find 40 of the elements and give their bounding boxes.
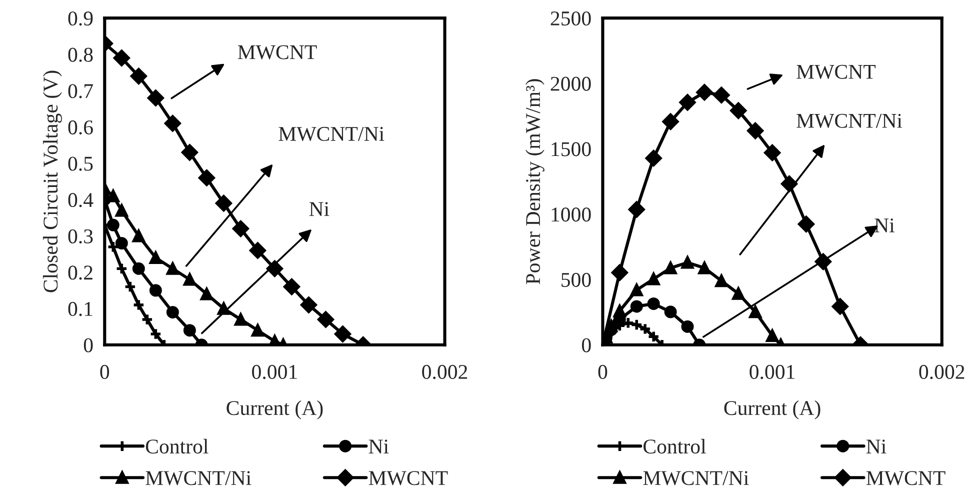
x-tick-label: 0: [598, 364, 608, 379]
x-tick-label: 0: [100, 364, 110, 379]
y-tick-label: 0.6: [68, 120, 93, 135]
legend-label: Ni: [368, 440, 389, 454]
legend-label: Ni: [866, 440, 886, 454]
y-tick-label: 0.2: [68, 266, 92, 280]
annotation: MWCNT: [238, 45, 317, 60]
y-tick-label: 2500: [550, 11, 591, 26]
annotation: MWCNT/Ni: [796, 114, 902, 128]
y-tick-label: 0.4: [68, 193, 94, 208]
y-tick-label: 0.8: [68, 48, 93, 62]
y-tick-label: 0.7: [68, 84, 93, 98]
x-tick-label: 0.002: [919, 364, 964, 380]
y-axis-title: Closed Circuit Voltage (V): [42, 70, 62, 292]
y-tick-label: 0.9: [68, 11, 93, 26]
y-tick-label: 0: [84, 338, 93, 352]
x-axis-title: Current (A): [226, 400, 323, 420]
annotation: MWCNT: [796, 64, 876, 79]
annotation: MWCNT/Ni: [278, 126, 384, 142]
y-tick-label: 0: [582, 338, 591, 352]
y-tick-label: 2000: [550, 76, 591, 91]
x-tick-label: 0.001: [750, 364, 794, 380]
y-tick-label: 1000: [552, 208, 591, 222]
legend-label: Control: [146, 438, 208, 454]
y-tick-label: 0.3: [68, 229, 93, 244]
annotation: Ni: [309, 202, 330, 216]
legend-label: MWCNT: [368, 471, 448, 486]
legend-label: MWCNT/Ni: [146, 471, 252, 486]
annotation: Ni: [874, 218, 894, 232]
legend-label: Control: [644, 438, 706, 454]
legend-label: MWCNT: [866, 471, 946, 486]
x-axis-title: Current (A): [724, 400, 820, 420]
y-tick-label: 0.1: [68, 302, 92, 316]
x-tick-label: 0.001: [252, 364, 297, 380]
y-tick-label: 0.5: [68, 156, 93, 171]
x-tick-label: 0.002: [422, 364, 468, 380]
y-tick-label: 1500: [552, 142, 591, 156]
legend-label: MWCNT/Ni: [643, 471, 749, 486]
y-axis-title: Power Density (mW/m³): [525, 79, 544, 284]
y-tick-label: 500: [562, 272, 591, 287]
